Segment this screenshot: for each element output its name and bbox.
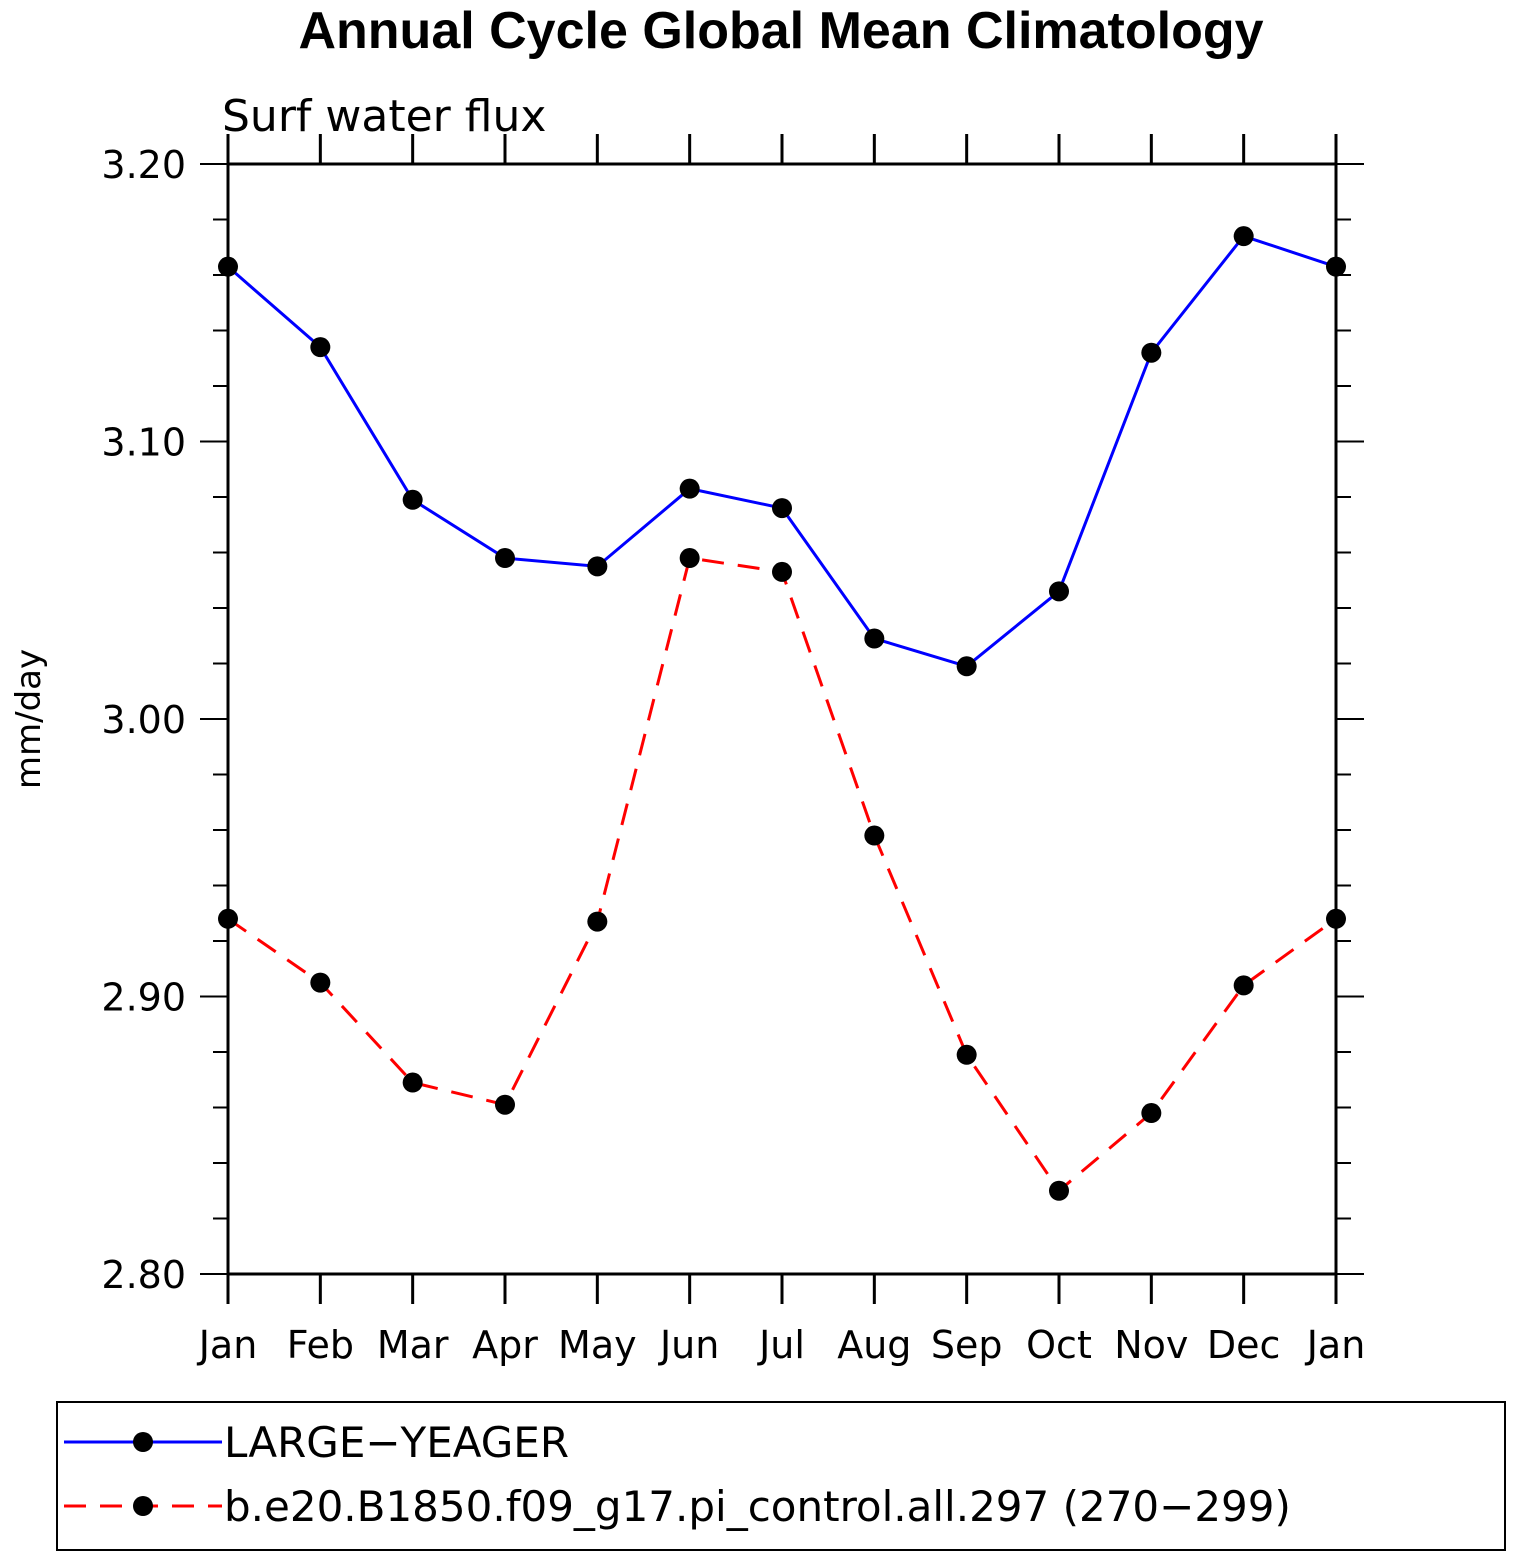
x-tick-label: Feb [287, 1323, 354, 1367]
data-point-s1-9 [1049, 1180, 1069, 1201]
data-point-s1-6 [772, 561, 792, 582]
data-point-s1-4 [587, 911, 608, 932]
y-tick-label: 2.90 [101, 976, 186, 1020]
data-point-s1-10 [1141, 1103, 1162, 1124]
legend-label-0: LARGE−YEAGER [224, 1418, 569, 1467]
data-point-s0-0 [218, 256, 238, 277]
x-tick-label: Jan [1305, 1323, 1366, 1367]
y-tick-label: 3.10 [101, 421, 186, 465]
y-axis-label: mm/day [9, 649, 49, 789]
data-point-s0-2 [402, 489, 423, 510]
x-tick-label: May [558, 1323, 637, 1367]
legend-marker-1 [133, 1496, 153, 1516]
y-tick-label: 3.20 [101, 143, 186, 187]
legend-box [56, 1401, 1506, 1551]
data-point-s1-7 [864, 825, 885, 846]
legend: LARGE−YEAGER b.e20.B1850.f09_g17.pi_contr… [64, 1418, 1291, 1531]
data-point-s0-11 [1233, 226, 1254, 247]
chart-subtitle: Surf water flux [222, 91, 546, 142]
data-point-s1-11 [1233, 975, 1254, 996]
data-point-s0-4 [587, 556, 608, 577]
x-tick-label: Oct [1026, 1323, 1092, 1367]
y-tick-label: 2.80 [101, 1253, 186, 1297]
x-tick-label: Mar [377, 1323, 449, 1367]
data-point-s0-9 [1049, 581, 1069, 602]
data-point-s1-12 [1326, 908, 1346, 929]
y-tick-label: 3.00 [101, 698, 186, 742]
data-point-s0-6 [772, 498, 792, 519]
data-point-s0-5 [679, 478, 700, 499]
series-line-1 [227, 556, 1337, 1193]
data-point-s1-3 [495, 1094, 515, 1115]
x-tick-label: Apr [472, 1323, 538, 1367]
x-tick-label: Jul [757, 1323, 805, 1367]
data-point-s1-2 [402, 1072, 423, 1093]
data-point-s1-5 [679, 548, 700, 569]
data-point-s0-8 [956, 656, 977, 677]
data-point-s0-10 [1141, 342, 1162, 363]
data-point-s0-1 [310, 337, 331, 358]
x-tick-label: Jan [197, 1323, 258, 1367]
x-tick-label: Sep [931, 1323, 1003, 1367]
data-point-s1-1 [310, 972, 331, 993]
data-point-s0-7 [864, 628, 885, 649]
x-tick-label: Jun [658, 1323, 719, 1367]
x-tick-label: Aug [837, 1323, 911, 1367]
data-point-s1-8 [956, 1044, 977, 1065]
data-point-s0-12 [1326, 256, 1346, 277]
data-point-s0-3 [495, 548, 515, 569]
chart-title: Annual Cycle Global Mean Climatology [298, 2, 1263, 60]
legend-marker-0 [133, 1432, 153, 1452]
data-point-s1-0 [218, 908, 238, 929]
legend-label-1: b.e20.B1850.f09_g17.pi_control.all.297 (… [224, 1482, 1291, 1531]
series-line-0 [227, 234, 1337, 668]
x-tick-label: Dec [1207, 1323, 1281, 1367]
x-tick-label: Nov [1114, 1323, 1188, 1367]
